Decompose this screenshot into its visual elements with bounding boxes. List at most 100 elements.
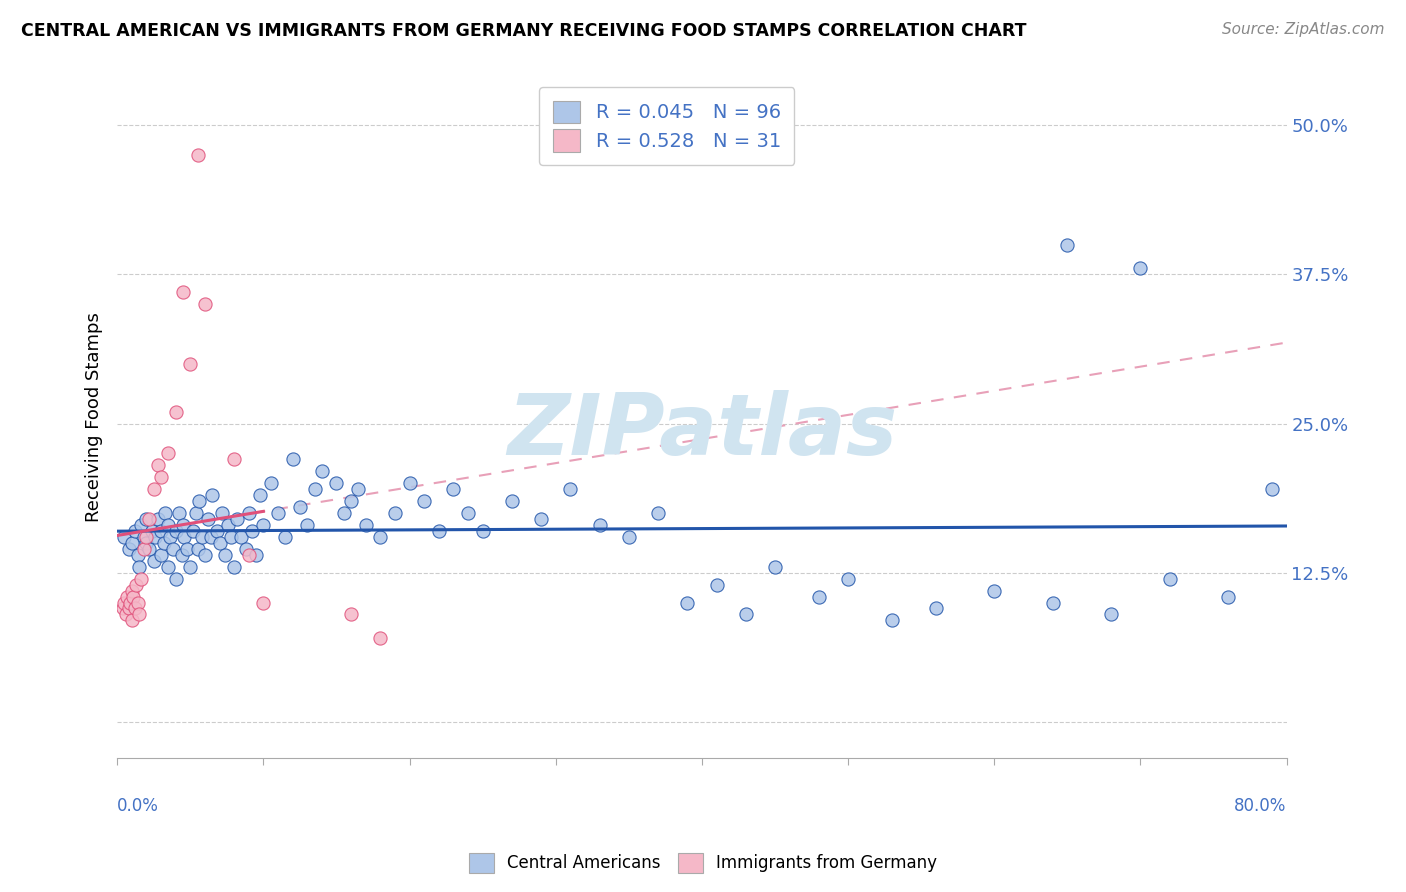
Point xyxy=(267,506,290,520)
Point xyxy=(141,524,163,538)
Point xyxy=(252,518,274,533)
Point xyxy=(157,518,180,533)
Point xyxy=(165,572,187,586)
Point xyxy=(647,506,669,520)
Legend: Central Americans, Immigrants from Germany: Central Americans, Immigrants from Germa… xyxy=(463,847,943,880)
Point xyxy=(880,614,903,628)
Point xyxy=(191,530,214,544)
Point xyxy=(617,530,640,544)
Point xyxy=(157,559,180,574)
Point xyxy=(128,559,150,574)
Point xyxy=(384,506,406,520)
Point xyxy=(200,530,222,544)
Point xyxy=(132,541,155,556)
Point xyxy=(807,590,830,604)
Point xyxy=(332,506,354,520)
Point xyxy=(471,524,494,538)
Point xyxy=(162,541,184,556)
Point xyxy=(114,595,136,609)
Point xyxy=(184,506,207,520)
Point xyxy=(297,518,319,533)
Point xyxy=(368,530,391,544)
Point xyxy=(150,548,173,562)
Point xyxy=(763,559,786,574)
Point xyxy=(427,524,450,538)
Point xyxy=(179,559,201,574)
Point xyxy=(150,470,173,484)
Point xyxy=(501,494,523,508)
Point xyxy=(172,518,194,533)
Point xyxy=(231,530,253,544)
Point xyxy=(1159,572,1181,586)
Point xyxy=(706,577,728,591)
Point xyxy=(143,530,166,544)
Point xyxy=(281,452,304,467)
Point xyxy=(117,590,139,604)
Point xyxy=(181,524,204,538)
Point xyxy=(925,601,948,615)
Point xyxy=(224,559,246,574)
Point xyxy=(1261,482,1284,496)
Point xyxy=(676,595,699,609)
Point xyxy=(560,482,582,496)
Point xyxy=(217,518,239,533)
Point xyxy=(132,530,155,544)
Point xyxy=(194,297,217,311)
Point xyxy=(114,530,136,544)
Point xyxy=(734,607,756,622)
Point xyxy=(135,536,157,550)
Point xyxy=(441,482,464,496)
Point xyxy=(125,577,148,591)
Point xyxy=(194,548,217,562)
Point xyxy=(205,524,228,538)
Point xyxy=(1216,590,1239,604)
Point xyxy=(325,476,347,491)
Point xyxy=(146,512,169,526)
Point xyxy=(122,590,145,604)
Point xyxy=(340,494,363,508)
Point xyxy=(155,506,177,520)
Legend: R = 0.045   N = 96, R = 0.528   N = 31: R = 0.045 N = 96, R = 0.528 N = 31 xyxy=(538,87,794,165)
Point xyxy=(129,518,152,533)
Point xyxy=(252,595,274,609)
Point xyxy=(224,452,246,467)
Point xyxy=(138,541,160,556)
Point xyxy=(173,530,195,544)
Point xyxy=(398,476,420,491)
Point xyxy=(150,524,173,538)
Point xyxy=(304,482,326,496)
Point xyxy=(983,583,1005,598)
Point xyxy=(121,536,143,550)
Text: 0.0%: 0.0% xyxy=(117,797,159,814)
Point xyxy=(1042,595,1064,609)
Point xyxy=(240,524,263,538)
Point xyxy=(167,506,190,520)
Point xyxy=(142,554,165,568)
Point xyxy=(1129,261,1152,276)
Point xyxy=(311,464,333,478)
Point xyxy=(1099,607,1122,622)
Point xyxy=(120,595,142,609)
Point xyxy=(179,357,201,371)
Point xyxy=(260,476,283,491)
Point xyxy=(249,488,271,502)
Point xyxy=(146,458,169,473)
Point xyxy=(135,530,157,544)
Point xyxy=(118,601,141,615)
Point xyxy=(235,541,257,556)
Point xyxy=(211,506,233,520)
Point xyxy=(201,488,224,502)
Point xyxy=(837,572,859,586)
Point xyxy=(172,285,194,300)
Point xyxy=(153,536,176,550)
Point xyxy=(288,500,311,514)
Point xyxy=(165,404,187,418)
Point xyxy=(127,595,149,609)
Point xyxy=(124,524,146,538)
Text: CENTRAL AMERICAN VS IMMIGRANTS FROM GERMANY RECEIVING FOOD STAMPS CORRELATION CH: CENTRAL AMERICAN VS IMMIGRANTS FROM GERM… xyxy=(21,22,1026,40)
Text: Source: ZipAtlas.com: Source: ZipAtlas.com xyxy=(1222,22,1385,37)
Point xyxy=(368,632,391,646)
Point xyxy=(588,518,610,533)
Point xyxy=(121,614,143,628)
Y-axis label: Receiving Food Stamps: Receiving Food Stamps xyxy=(86,312,103,523)
